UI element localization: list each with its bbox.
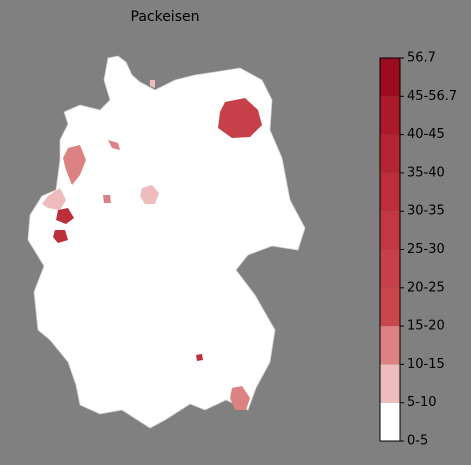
region-medium — [230, 386, 250, 410]
colorbar-segment — [380, 326, 400, 365]
colorbar-segment — [380, 287, 400, 327]
region-low — [42, 188, 66, 210]
region-low — [150, 80, 155, 88]
colorbar-segment — [380, 96, 400, 135]
colorbar-label: 35-40 — [407, 165, 445, 180]
colorbar-label: 20-25 — [407, 280, 445, 295]
region-medium — [63, 145, 86, 185]
colorbar-segment — [380, 58, 400, 97]
colorbar: 0-5 5-10 10-15 15-20 20-25 25-30 30-35 35-40 40-… — [379, 51, 457, 449]
country-outline — [27, 55, 306, 429]
germany-map — [27, 55, 306, 429]
region-low — [140, 185, 159, 204]
colorbar-label: 0-5 — [407, 434, 428, 449]
colorbar-label: 25-30 — [407, 242, 445, 257]
region-high — [196, 354, 203, 361]
colorbar-segment — [380, 402, 400, 441]
colorbar-segment — [380, 211, 400, 250]
colorbar-label: 40-45 — [407, 127, 445, 142]
region-medium — [103, 195, 111, 203]
colorbar-segment — [380, 172, 400, 212]
colorbar-segment — [380, 134, 400, 173]
region-high — [53, 230, 68, 243]
colorbar-label: 10-15 — [407, 357, 445, 372]
colorbar-label: 45-56.7 — [407, 89, 457, 104]
region-high — [56, 208, 74, 224]
region-medium — [108, 140, 120, 150]
colorbar-label: 30-35 — [407, 204, 445, 219]
colorbar-segment — [380, 249, 400, 288]
colorbar-label: 5-10 — [407, 395, 437, 410]
colorbar-segment — [380, 364, 400, 403]
map-title: Packeisen — [131, 9, 200, 25]
colorbar-label: 56.7 — [407, 51, 436, 66]
region-high — [218, 98, 262, 138]
colorbar-label: 15-20 — [407, 319, 445, 334]
